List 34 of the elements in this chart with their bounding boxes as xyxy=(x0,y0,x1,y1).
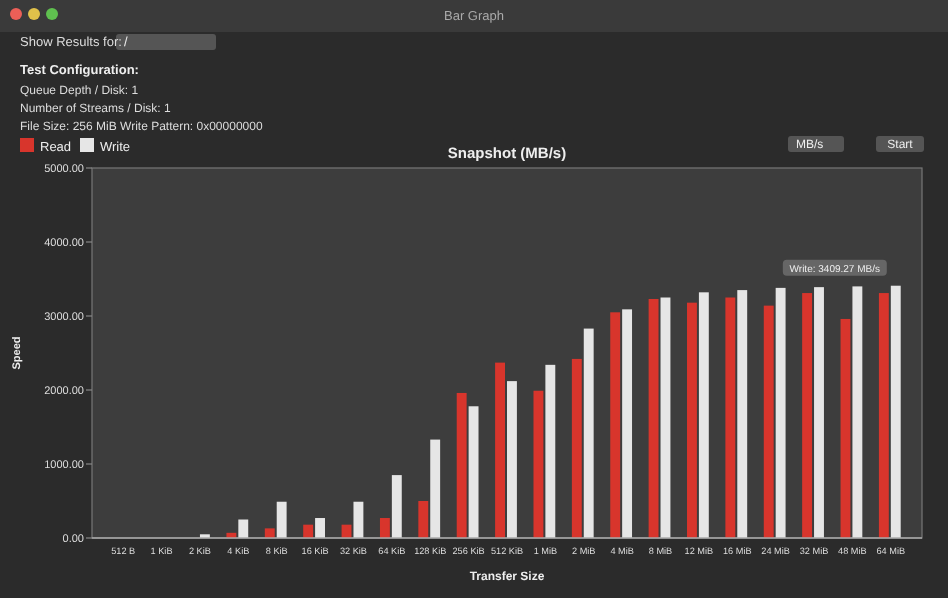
bar xyxy=(840,318,851,538)
bar xyxy=(303,524,314,538)
bar xyxy=(276,501,287,538)
bar xyxy=(238,519,249,538)
bar xyxy=(648,298,659,538)
bar xyxy=(698,292,709,538)
bar xyxy=(571,358,582,538)
bar xyxy=(418,501,429,538)
bar xyxy=(391,475,402,538)
bar xyxy=(802,293,813,538)
bar xyxy=(468,406,479,538)
bar xyxy=(814,287,824,538)
bar xyxy=(495,362,505,538)
bar xyxy=(610,312,621,538)
bar xyxy=(264,528,275,538)
bar xyxy=(456,392,467,538)
bar xyxy=(737,290,748,538)
bar xyxy=(852,286,863,538)
bar xyxy=(660,297,671,538)
bar xyxy=(725,297,736,538)
bar xyxy=(583,328,594,538)
bar xyxy=(622,309,633,538)
bar xyxy=(507,381,517,538)
bar xyxy=(533,390,544,538)
bar xyxy=(687,302,697,538)
bar xyxy=(763,305,774,538)
bar xyxy=(545,364,556,538)
bar xyxy=(890,285,901,538)
bar xyxy=(775,287,786,538)
bar xyxy=(315,518,325,538)
bar xyxy=(379,518,390,538)
bar xyxy=(430,439,441,538)
bar xyxy=(353,501,364,538)
bar xyxy=(878,293,889,538)
